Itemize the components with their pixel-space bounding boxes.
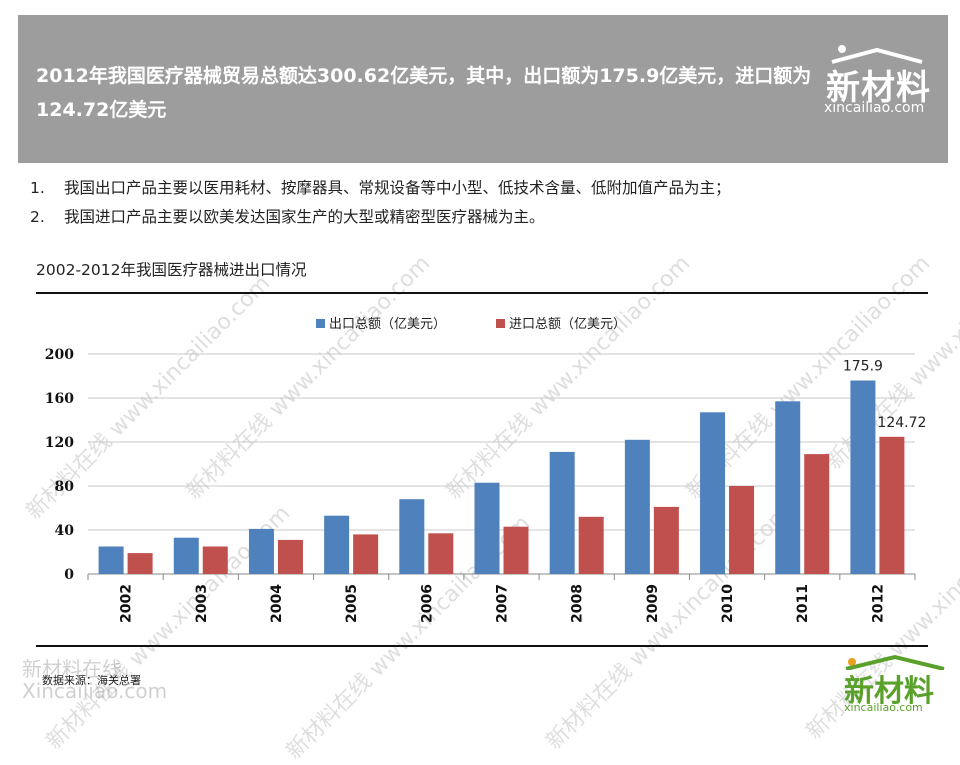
x-tick-label: 2008 xyxy=(570,584,586,623)
bar-import xyxy=(503,526,529,574)
bar-export xyxy=(624,439,650,574)
chart-title: 2002-2012年我国医疗器械进出口情况 xyxy=(36,261,307,279)
bar-import xyxy=(804,454,830,574)
y-tick-label: 40 xyxy=(55,523,75,539)
watermark-bottom-left: 新材料在线 Xincailiao.com xyxy=(22,658,167,702)
x-tick-label: 2011 xyxy=(795,584,811,623)
x-tick-label: 2005 xyxy=(344,584,360,623)
x-tick-label: 2009 xyxy=(645,584,661,623)
y-tick-label: 0 xyxy=(64,567,74,583)
logo-bottom: 新材料 xincailiao.com xyxy=(840,654,950,718)
x-tick-label: 2007 xyxy=(495,584,511,623)
bar-export xyxy=(324,515,350,574)
data-label: 124.72 xyxy=(877,415,926,431)
bar-export xyxy=(775,401,801,574)
bar-import xyxy=(353,534,379,574)
bullet-number: 2. xyxy=(30,208,45,226)
watermark-line-2: Xincailiao.com xyxy=(22,679,168,703)
logo-brand-text: 新材料 xyxy=(826,68,931,108)
bar-export xyxy=(248,528,274,574)
list-item: 2. 我国进口产品主要以欧美发达国家生产的大型或精密型医疗器械为主。 xyxy=(30,203,731,232)
bullet-text: 我国进口产品主要以欧美发达国家生产的大型或精密型医疗器械为主。 xyxy=(64,208,545,226)
list-item: 1. 我国出口产品主要以医用耗材、按摩器具、常规设备等中小型、低技术含量、低附加… xyxy=(30,174,731,203)
header-banner: 2012年我国医疗器械贸易总额达300.62亿美元，其中，出口额为175.9亿美… xyxy=(18,15,948,163)
bar-import xyxy=(127,553,153,574)
data-label: 175.9 xyxy=(843,359,883,375)
bar-export xyxy=(474,482,500,574)
x-tick-label: 2002 xyxy=(119,584,135,623)
x-tick-label: 2004 xyxy=(269,584,285,623)
bullet-text: 我国出口产品主要以医用耗材、按摩器具、常规设备等中小型、低技术含量、低附加值产品… xyxy=(64,179,731,197)
bar-export xyxy=(549,451,575,574)
x-tick-label: 2006 xyxy=(419,584,435,623)
logo-top: 新材料 xincailiao.com xyxy=(818,42,948,122)
x-tick-label: 2012 xyxy=(870,584,886,623)
y-tick-label: 200 xyxy=(45,347,74,363)
y-tick-label: 120 xyxy=(45,435,74,451)
bar-import xyxy=(578,516,604,574)
bar-import xyxy=(277,539,303,574)
bar-import xyxy=(653,506,679,574)
header-title: 2012年我国医疗器械贸易总额达300.62亿美元，其中，出口额为175.9亿美… xyxy=(36,65,812,121)
house-roof-icon xyxy=(845,654,945,670)
bar-import xyxy=(202,546,228,574)
bullet-list: 1. 我国出口产品主要以医用耗材、按摩器具、常规设备等中小型、低技术含量、低附加… xyxy=(30,174,731,232)
bar-export xyxy=(850,380,876,574)
bar-export xyxy=(173,537,199,574)
legend-swatch xyxy=(316,319,325,328)
watermark-line-1: 新材料在线 xyxy=(22,657,122,681)
y-tick-label: 80 xyxy=(55,479,75,495)
house-roof-icon xyxy=(831,45,923,64)
legend-label: 进口总额（亿美元） xyxy=(509,317,626,332)
bar-chart: 0 40 80 120 160 200 2002 2003 2004 2005 2006 2007 20… xyxy=(45,317,927,623)
bar-import xyxy=(729,486,755,574)
x-tick-label: 2003 xyxy=(194,584,210,623)
bar-import xyxy=(879,436,905,574)
chart-bottom-rule xyxy=(36,645,928,647)
bar-export xyxy=(98,546,124,574)
logo-bottom-brand: 新材料 xyxy=(844,674,934,709)
y-tick-label: 160 xyxy=(45,391,74,407)
x-tick-label: 2010 xyxy=(720,584,736,623)
bar-import xyxy=(428,533,454,574)
logo-domain-text: xincailiao.com xyxy=(824,100,925,116)
bar-export xyxy=(399,499,425,574)
bar-export xyxy=(700,412,726,574)
bullet-number: 1. xyxy=(30,179,45,197)
legend-swatch xyxy=(496,319,505,328)
chart-top-rule xyxy=(36,292,928,294)
data-source-note: 数据来源：海关总署 xyxy=(42,674,141,687)
logo-bottom-domain: xincailiao.com xyxy=(844,701,923,714)
legend-label: 出口总额（亿美元） xyxy=(329,317,446,332)
